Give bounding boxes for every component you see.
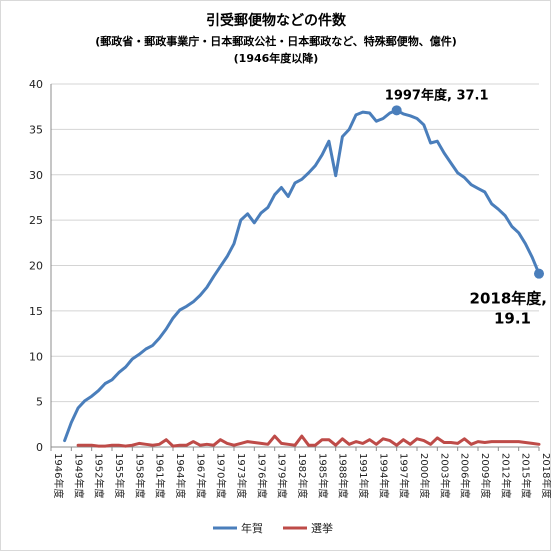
latest-marker	[534, 268, 544, 279]
x-tick-label: 1976年度	[255, 453, 268, 498]
x-tick-label: 1994年度	[377, 453, 390, 498]
x-tick-label: 1988年度	[337, 453, 350, 498]
x-tick-label: 1970年度	[215, 453, 228, 498]
y-tick-label: 25	[29, 214, 43, 227]
x-tick-label: 1958年度	[133, 453, 146, 498]
x-tick-label: 2015年度	[520, 453, 533, 498]
x-tick-label: 1955年度	[113, 453, 126, 498]
legend-label-nenga: 年賀	[241, 521, 263, 535]
x-tick-label: 2009年度	[479, 453, 492, 498]
x-tick-label: 1982年度	[296, 453, 309, 498]
y-tick-label: 20	[29, 260, 43, 273]
chart-subtitle: (郵政省・郵政事業庁・日本郵政公社・日本郵政など、特殊郵便物、億件)	[95, 34, 457, 48]
chart-subtitle-period: (1946年度以降)	[234, 51, 319, 65]
x-tick-label: 2000年度	[418, 453, 431, 498]
y-tick-label: 40	[29, 78, 43, 91]
x-tick-label: 1997年度	[398, 453, 411, 498]
gridlines	[51, 83, 539, 448]
annotations: 1997年度, 37.1 2018年度, 19.1	[385, 87, 547, 327]
x-tick-label: 1973年度	[235, 453, 248, 498]
x-tick-label: 1985年度	[316, 453, 329, 498]
x-tick-label: 2006年度	[459, 453, 472, 498]
y-tick-label: 5	[36, 396, 43, 409]
x-tick-label: 1967年度	[194, 453, 207, 498]
x-tick-label: 1952年度	[93, 453, 106, 498]
x-tick-label: 2012年度	[499, 453, 512, 498]
x-tick-label: 1979年度	[276, 453, 289, 498]
y-tick-label: 15	[29, 305, 43, 318]
peak-marker	[391, 105, 402, 116]
x-tick-label: 1961年度	[154, 453, 167, 498]
x-tick-label: 1949年度	[72, 453, 85, 498]
x-tick-label: 2018年度	[540, 453, 551, 498]
y-tick-label: 0	[36, 441, 43, 454]
x-axis: 1946年度 1949年度 1952年度 1955年度 1958年度 1961年度 1964…	[50, 447, 551, 498]
series-line	[76, 434, 541, 448]
latest-label-value: 19.1	[494, 310, 531, 328]
y-tick-label: 35	[29, 123, 43, 136]
series-lines	[63, 108, 541, 448]
y-tick-label: 30	[29, 169, 43, 182]
y-tick-label: 10	[29, 350, 43, 363]
y-axis: 0 5 10 15 20 25 30 35 40	[29, 78, 52, 454]
x-tick-label: 1946年度	[52, 453, 65, 498]
x-tick-label: 1991年度	[357, 453, 370, 498]
peak-label: 1997年度, 37.1	[385, 87, 489, 103]
chart-title: 引受郵便物などの件数	[206, 12, 347, 29]
legend: 年賀 選挙	[213, 521, 333, 535]
x-tick-label: 2003年度	[438, 453, 451, 498]
latest-label-year: 2018年度,	[470, 290, 547, 308]
x-tick-label: 1964年度	[174, 453, 187, 498]
legend-label-senkyo: 選挙	[311, 522, 333, 535]
series-line	[63, 108, 541, 443]
